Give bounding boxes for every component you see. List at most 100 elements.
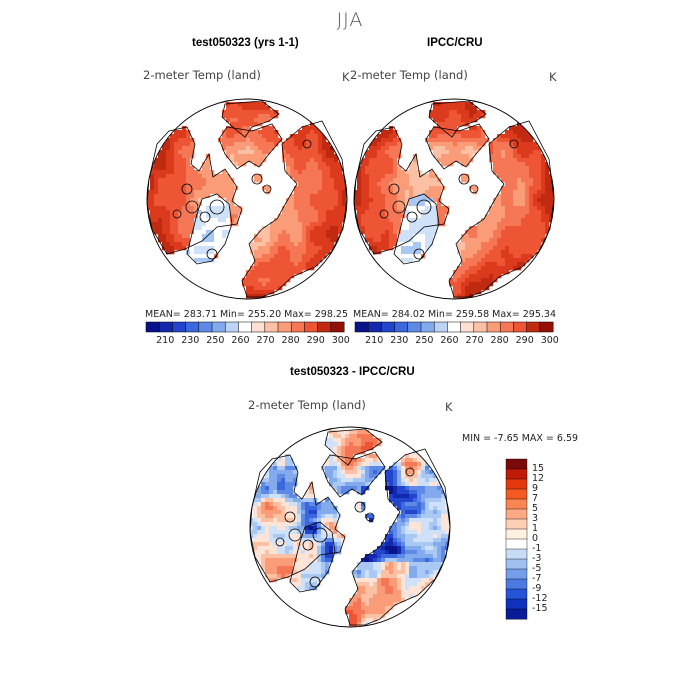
panel1-colorbar-tick-label: 230	[181, 335, 200, 346]
panel3-colorbar-swatch	[505, 538, 528, 550]
panel1-map	[146, 98, 348, 300]
panel2-subtitle: 2-meter Temp (land)	[350, 68, 468, 82]
panel3-colorbar-swatch	[505, 548, 528, 560]
panel1-units: K	[342, 70, 350, 84]
panel3-colorbar-tick-label: 12	[532, 473, 545, 484]
panel2-colorbar-swatch	[433, 321, 448, 333]
panel2-colorbar-swatch	[473, 321, 488, 333]
panel2-colorbar-tick-label: 210	[365, 335, 384, 346]
panel3-colorbar-tick-label: 3	[532, 513, 539, 524]
panel1-colorbar-tick-label: 270	[256, 335, 275, 346]
panel1-colorbar-swatch	[290, 321, 305, 333]
panel3-colorbar-swatch	[505, 498, 528, 510]
panel3-colorbar-swatch	[505, 588, 528, 600]
panel1-title: test050323 (yrs 1-1)	[192, 37, 299, 49]
panel2-map	[353, 98, 555, 300]
panel3-subtitle: 2-meter Temp (land)	[248, 398, 366, 412]
panel2-title: IPCC/CRU	[427, 37, 483, 49]
panel1-colorbar	[145, 321, 345, 333]
panel2-colorbar-swatch	[526, 321, 541, 333]
panel3-colorbar-swatch	[505, 568, 528, 580]
panel3-colorbar-tick-label: 1	[532, 523, 539, 534]
panel3-colorbar-swatch	[505, 528, 528, 540]
panel1-colorbar-swatch	[172, 321, 187, 333]
panel3-colorbar-swatch	[505, 458, 528, 470]
panel3-colorbar	[505, 458, 528, 620]
panel2-units: K	[549, 70, 557, 84]
panel1-stats: MEAN= 283.71 Min= 255.20 Max= 298.25	[145, 309, 349, 320]
panel3-colorbar-swatch	[505, 478, 528, 490]
panel1-colorbar-swatch	[330, 321, 345, 333]
panel2-colorbar-tick-label: 300	[540, 335, 559, 346]
panel1-colorbar-swatch	[238, 321, 253, 333]
panel1-colorbar-tick-label: 260	[231, 335, 250, 346]
panel2-colorbar-tick-label: 280	[490, 335, 509, 346]
panel2-colorbar-swatch	[460, 321, 475, 333]
panel1-colorbar-swatch	[264, 321, 279, 333]
panel3-colorbar-tick-label: 15	[532, 463, 545, 474]
panel3-colorbar-tick-label: -5	[532, 563, 542, 574]
panel2-stats: MEAN= 284.02 Min= 259.58 Max= 295.34	[353, 309, 557, 320]
panel1-colorbar-swatch	[198, 321, 213, 333]
panel3-colorbar-tick-label: -3	[532, 553, 542, 564]
panel3-colorbar-swatch	[505, 558, 528, 570]
panel1-colorbar-swatch	[224, 321, 239, 333]
panel2-colorbar-tick-label: 260	[440, 335, 459, 346]
panel2-colorbar	[354, 321, 554, 333]
panel2-colorbar-swatch	[354, 321, 369, 333]
panel1-boundary	[146, 98, 348, 300]
panel3-colorbar-tick-label: -9	[532, 583, 542, 594]
panel2-coastlines	[353, 100, 555, 298]
panel2-boundary	[353, 98, 555, 300]
panel2-colorbar-swatch	[381, 321, 396, 333]
panel2-colorbar-tick-label: 290	[515, 335, 534, 346]
panel3-boundary	[249, 426, 451, 628]
panel3-colorbar-swatch	[505, 518, 528, 530]
panel3-colorbar-swatch	[505, 488, 528, 500]
panel2-colorbar-tick-label: 270	[465, 335, 484, 346]
panel3-colorbar-swatch	[505, 468, 528, 480]
panel1-colorbar-tick-label: 280	[281, 335, 300, 346]
panel2-colorbar-swatch	[420, 321, 435, 333]
panel3-colorbar-tick-label: 0	[532, 533, 539, 544]
panel2-colorbar-swatch	[499, 321, 514, 333]
panel1-colorbar-swatch	[158, 321, 173, 333]
panel3-colorbar-tick-label: 9	[532, 483, 539, 494]
panel1-colorbar-tick-label: 290	[306, 335, 325, 346]
panel2-colorbar-tick-label: 250	[415, 335, 434, 346]
panel1-colorbar-tick-label: 250	[206, 335, 225, 346]
panel2-colorbar-tick-label: 230	[390, 335, 409, 346]
panel1-colorbar-swatch	[185, 321, 200, 333]
panel3-units: K	[445, 400, 453, 414]
panel2-colorbar-swatch	[447, 321, 462, 333]
panel2-colorbar-swatch	[407, 321, 422, 333]
panel1-colorbar-tick-label: 210	[156, 335, 175, 346]
panel3-colorbar-tick-label: 5	[532, 503, 539, 514]
panel1-colorbar-tick-label: 300	[331, 335, 350, 346]
panel1-colorbar-swatch	[277, 321, 292, 333]
panel1-colorbar-swatch	[317, 321, 332, 333]
panel1-colorbar-swatch	[211, 321, 226, 333]
panel1-colorbar-swatch	[145, 321, 160, 333]
panel2-colorbar-swatch	[513, 321, 528, 333]
panel3-colorbar-tick-label: -12	[532, 593, 548, 604]
panel2-colorbar-swatch	[394, 321, 409, 333]
panel3-map	[249, 426, 451, 628]
panel3-colorbar-swatch	[505, 598, 528, 610]
panel3-colorbar-swatch	[505, 508, 528, 520]
panel3-stats: MIN = -7.65 MAX = 6.59	[462, 433, 579, 444]
panel3-colorbar-swatch	[505, 608, 528, 620]
panel2-colorbar-swatch	[539, 321, 554, 333]
panel1-colorbar-swatch	[304, 321, 319, 333]
panel3-colorbar-tick-label: 7	[532, 493, 539, 504]
panel1-colorbar-swatch	[251, 321, 266, 333]
panel1-subtitle: 2-meter Temp (land)	[143, 68, 261, 82]
panel3-colorbar-tick-label: -1	[532, 543, 542, 554]
panel3-title: test050323 - IPCC/CRU	[290, 366, 415, 378]
panel3-colorbar-swatch	[505, 578, 528, 590]
figure-title: JJA	[336, 9, 364, 31]
panel2-colorbar-swatch	[367, 321, 382, 333]
panel3-colorbar-tick-label: -7	[532, 573, 542, 584]
panel3-colorbar-tick-label: -15	[532, 603, 548, 614]
panel2-colorbar-swatch	[486, 321, 501, 333]
